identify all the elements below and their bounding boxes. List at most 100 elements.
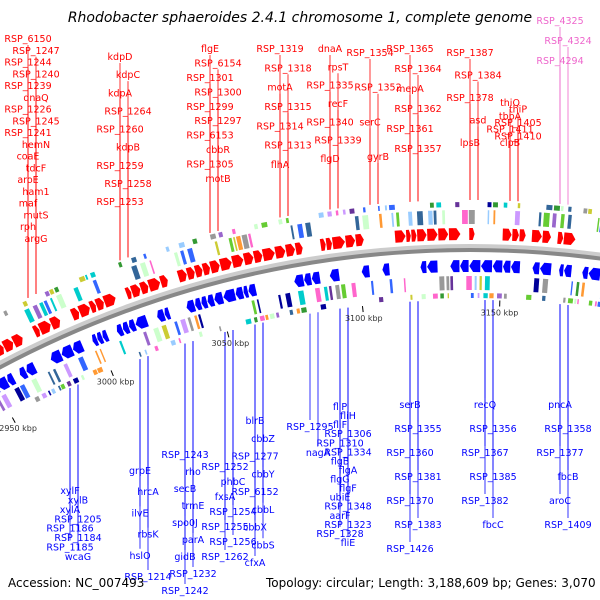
forward-cog-block (543, 212, 550, 227)
forward-green-mark (384, 205, 388, 211)
bottom-gene-label: trmE (182, 501, 205, 512)
reverse-cog-block (335, 284, 341, 300)
bottom-gene-label: RSP_1409 (544, 520, 591, 531)
reverse-gene-arrow (460, 260, 469, 272)
bottom-gene-label: RSP_1232 (169, 569, 216, 580)
reverse-green-mark (96, 366, 104, 374)
bottom-gene-label: xylA (60, 505, 81, 516)
scale-label: 3050 kbp (212, 339, 250, 348)
reverse-cog-block (484, 276, 490, 291)
forward-cog-block (567, 214, 572, 229)
reverse-gene-arrow (243, 285, 250, 298)
forward-cog-block (514, 211, 521, 226)
scale-tick (226, 331, 230, 338)
reverse-green-mark (567, 298, 574, 304)
bottom-gene-label: RSP_1358 (544, 424, 591, 435)
bottom-gene-label: RSP_1348 (324, 502, 371, 513)
forward-cog-block (408, 211, 413, 226)
reverse-gene-arrow (96, 331, 105, 345)
top-gene-label: RSP_1335 (306, 81, 353, 92)
forward-cog-block (396, 212, 400, 227)
bottom-gene-label: hrcA (137, 487, 159, 498)
reverse-cog-block (99, 348, 107, 363)
accession-text: Accession: NC_007493 (8, 576, 145, 590)
reverse-green-mark (378, 297, 384, 303)
bottom-gene-label: RSP_1186 (46, 524, 93, 535)
top-gene-label: RSP_1259 (96, 161, 143, 172)
bottom-gene-label: RSP_1256 (209, 537, 256, 548)
reverse-gene-arrow (511, 261, 521, 274)
bottom-gene-label: RSP_1323 (324, 520, 371, 531)
forward-green-mark (377, 205, 380, 211)
forward-green-mark (84, 274, 89, 280)
forward-green-mark (3, 310, 9, 317)
reverse-cog-block (1, 393, 13, 409)
reverse-cog-block (0, 399, 6, 412)
forward-green-mark (44, 290, 51, 297)
reverse-gene-arrow (564, 264, 572, 278)
reverse-gene-arrow (235, 286, 245, 300)
reverse-gene-arrow (26, 362, 38, 376)
top-gene-label: maf (19, 199, 38, 210)
forward-gene-arrow (218, 257, 232, 271)
reverse-green-mark (503, 293, 507, 299)
reverse-cog-block (389, 279, 394, 294)
reverse-gene-arrow (540, 262, 552, 276)
forward-cog-block (228, 237, 235, 253)
rna-gene-label: RSP_4324 (544, 36, 591, 47)
forward-cog-block (56, 293, 67, 309)
forward-green-mark (503, 202, 508, 208)
forward-cog-block (131, 265, 141, 280)
reverse-green-mark (178, 338, 182, 344)
label-leader-lines (27, 27, 569, 584)
reverse-gene-arrow (427, 260, 438, 273)
forward-gene-arrow (542, 230, 551, 243)
forward-gene-arrow (139, 281, 149, 295)
forward-cog-block (551, 213, 557, 228)
top-gene-label: RSP_1253 (96, 197, 143, 208)
forward-green-mark (54, 286, 60, 293)
reverse-green-mark (245, 318, 252, 325)
top-gene-label: RSP_1362 (394, 104, 441, 115)
forward-gene-arrow (252, 250, 263, 264)
reverse-gene-arrow (382, 263, 390, 276)
bottom-gene-label: RSP_1255 (201, 522, 248, 533)
forward-gene-arrow (209, 260, 220, 274)
forward-green-mark (218, 231, 224, 238)
forward-green-mark (278, 219, 283, 225)
reverse-green-mark (218, 326, 222, 332)
top-gene-label: tdcF (26, 163, 46, 174)
forward-gene-arrow (147, 278, 161, 292)
reverse-cog-block (194, 315, 201, 330)
reverse-gene-arrow (559, 264, 564, 277)
reverse-green-mark (477, 293, 480, 298)
reverse-gene-arrow (102, 329, 110, 342)
reverse-cog-block (174, 321, 181, 336)
bottom-gene-label: RSP_1377 (536, 448, 583, 459)
reverse-gene-arrow (61, 344, 75, 359)
forward-cog-block (468, 210, 475, 224)
forward-gene-arrow (563, 232, 576, 245)
top-gene-label: RSP_1378 (446, 93, 493, 104)
forward-cog-block (39, 302, 49, 317)
reverse-cog-block (47, 371, 56, 385)
reverse-cog-block (474, 276, 477, 290)
reverse-cog-block (570, 281, 574, 296)
reverse-gene-arrow (361, 265, 370, 278)
reverse-cog-block (143, 331, 151, 346)
forward-cog-block (442, 210, 446, 225)
forward-gene-arrow (294, 242, 303, 255)
top-gene-label: RSP_1260 (96, 125, 143, 136)
bottom-gene-label: wcaG (65, 552, 91, 563)
forward-gene-arrow (325, 237, 332, 251)
bottom-gene-label: RSP_1254 (209, 507, 256, 518)
forward-cog-block (92, 279, 101, 294)
top-gene-label: RSP_1226 (4, 105, 51, 116)
top-gene-label: aroE (17, 175, 38, 186)
forward-gene-arrow (411, 229, 417, 242)
forward-green-mark (546, 204, 553, 211)
reverse-green-mark (301, 307, 307, 313)
bottom-gene-label: cbbL (252, 505, 275, 516)
bottom-gene-label: serB (399, 400, 420, 411)
